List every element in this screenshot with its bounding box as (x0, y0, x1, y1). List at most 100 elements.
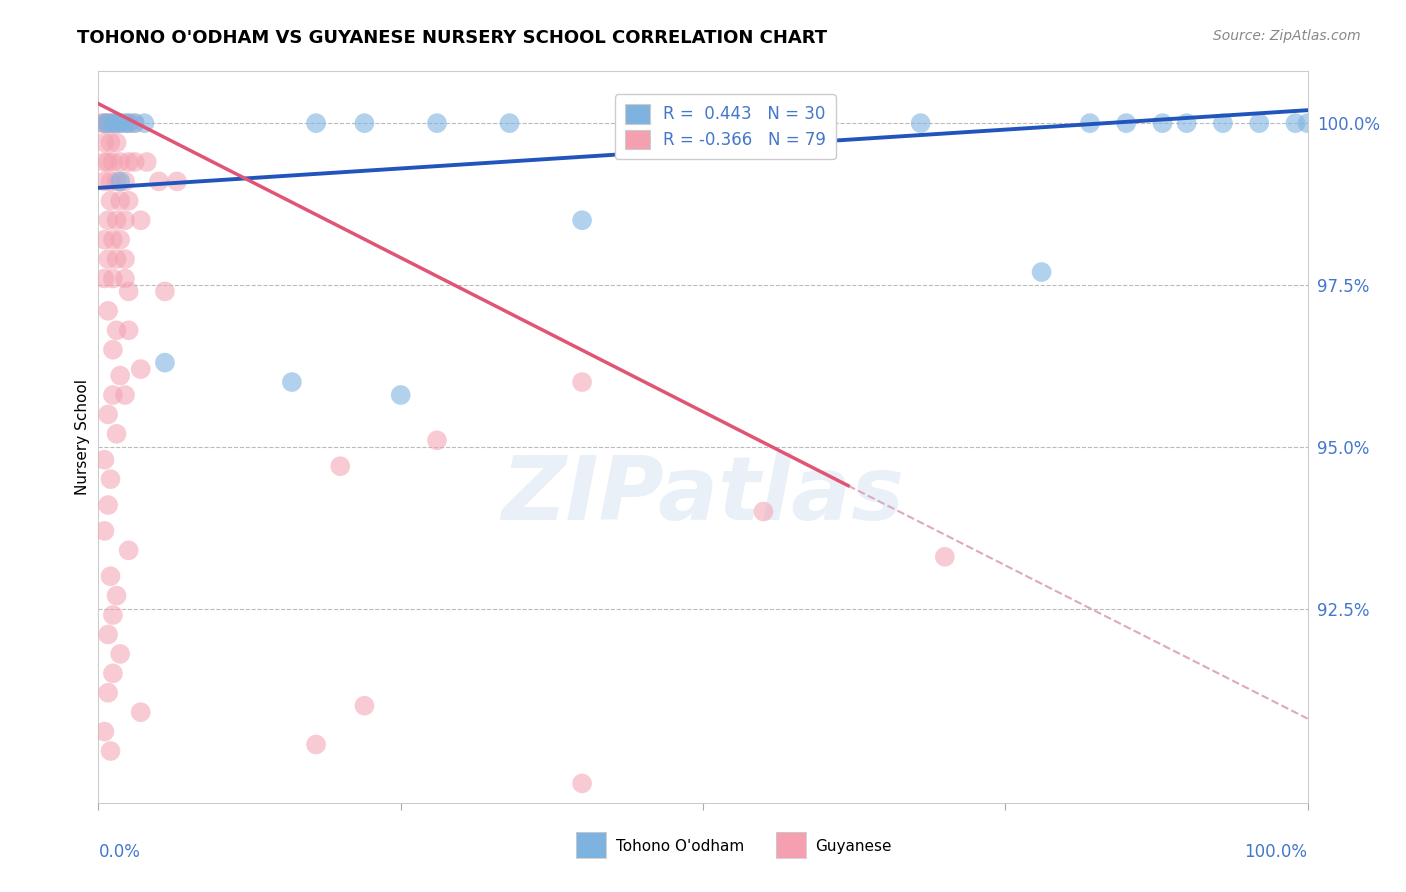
Point (716, 116, 738, 130)
Text: Tohono O'odham: Tohono O'odham (616, 839, 744, 855)
Point (105, 426, 128, 441)
Point (114, 213, 136, 227)
Point (108, 155, 131, 169)
Point (93, 155, 115, 169)
Point (93, 174, 115, 188)
Legend: R =  0.443   N = 30, R = -0.366   N = 79: R = 0.443 N = 30, R = -0.366 N = 79 (614, 95, 835, 160)
Point (114, 116, 136, 130)
Point (124, 116, 146, 130)
Point (114, 252, 136, 266)
Text: TOHONO O'ODHAM VS GUYANESE NURSERY SCHOOL CORRELATION CHART: TOHONO O'ODHAM VS GUYANESE NURSERY SCHOO… (77, 29, 828, 46)
Point (129, 362, 152, 376)
Point (118, 543, 141, 558)
Point (118, 155, 141, 169)
Point (101, 343, 124, 357)
Point (571, 213, 593, 227)
Point (108, 174, 131, 188)
Point (93, 524, 115, 538)
Point (353, 116, 375, 130)
Point (108, 194, 131, 208)
Point (108, 368, 131, 383)
Point (105, 136, 128, 150)
Text: 0.0%: 0.0% (98, 843, 141, 861)
Point (118, 323, 141, 337)
Point (153, 356, 176, 370)
Text: Source: ZipAtlas.com: Source: ZipAtlas.com (1213, 29, 1361, 43)
Point (105, 213, 128, 227)
Point (105, 174, 128, 188)
Point (426, 434, 449, 448)
Point (305, 738, 328, 752)
Point (97, 303, 120, 318)
Point (101, 233, 124, 247)
Point (97, 498, 120, 512)
Point (134, 116, 156, 130)
Point (105, 323, 128, 337)
Point (101, 666, 124, 681)
Point (108, 233, 131, 247)
Point (571, 375, 593, 389)
Point (389, 388, 412, 402)
Point (100, 472, 122, 486)
Point (108, 647, 131, 661)
Point (100, 744, 122, 758)
Point (114, 271, 136, 285)
Point (934, 549, 956, 564)
Point (97, 155, 120, 169)
Point (93, 136, 115, 150)
Point (129, 213, 152, 227)
Point (97, 116, 120, 130)
Point (100, 116, 122, 130)
Point (97, 408, 120, 422)
Point (305, 116, 328, 130)
Point (426, 116, 449, 130)
Point (124, 155, 146, 169)
Point (101, 116, 124, 130)
Point (571, 776, 593, 790)
Point (97, 686, 120, 700)
Point (153, 285, 176, 299)
Point (105, 116, 128, 130)
Point (105, 252, 128, 266)
Point (668, 116, 690, 130)
Point (108, 116, 131, 130)
Point (1296, 116, 1319, 130)
Point (118, 285, 141, 299)
Point (118, 194, 141, 208)
Point (100, 194, 122, 208)
Point (93, 116, 115, 130)
Point (1284, 116, 1306, 130)
Point (100, 174, 122, 188)
Point (93, 452, 115, 467)
Point (101, 116, 124, 130)
Point (96, 116, 118, 130)
Point (1175, 116, 1198, 130)
Point (101, 608, 124, 623)
Point (910, 116, 932, 130)
Point (93, 724, 115, 739)
Point (101, 388, 124, 402)
Point (97, 213, 120, 227)
Point (1115, 116, 1137, 130)
Point (105, 589, 128, 603)
Point (114, 174, 136, 188)
Point (97, 627, 120, 641)
Point (1152, 116, 1174, 130)
Text: Guyanese: Guyanese (815, 839, 891, 855)
Point (97, 252, 120, 266)
Point (118, 116, 141, 130)
Point (148, 174, 170, 188)
Point (118, 116, 141, 130)
Point (93, 233, 115, 247)
Point (1212, 116, 1234, 130)
Point (101, 155, 124, 169)
Point (101, 271, 124, 285)
Point (1031, 265, 1053, 279)
Point (114, 388, 136, 402)
Point (1078, 116, 1101, 130)
Point (124, 116, 146, 130)
Point (108, 116, 131, 130)
Point (329, 459, 352, 474)
Point (166, 174, 188, 188)
Point (100, 569, 122, 583)
